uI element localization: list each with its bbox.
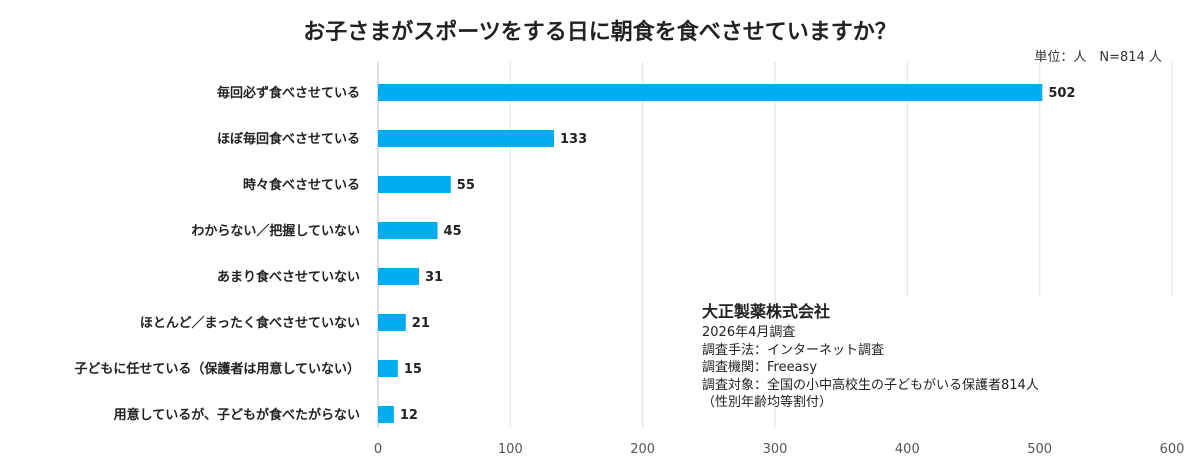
chart-title: お子さまがスポーツをする日に朝食を食べさせていますか？	[303, 20, 897, 45]
x-tick-label: 600	[1160, 442, 1185, 457]
category-label: 時々食べさせている	[243, 177, 360, 193]
x-tick-label: 400	[895, 442, 920, 457]
unit-note: 単位：人 N=814 人	[1034, 50, 1162, 65]
survey-company: 大正製薬株式会社	[702, 302, 831, 321]
survey-line: 調査機関：Freeasy	[702, 360, 818, 375]
value-label: 45	[444, 224, 462, 239]
x-tick-label: 200	[630, 442, 655, 457]
bar	[378, 84, 1043, 101]
category-label: 用意しているが、子どもが食べたがらない	[113, 407, 360, 423]
bars	[378, 84, 1043, 423]
category-label: ほぼ毎回食べさせている	[217, 131, 360, 147]
category-label: わからない／把握していない	[191, 223, 360, 239]
x-tick-label: 300	[763, 442, 788, 457]
value-label: 133	[560, 132, 587, 147]
survey-line: （性別年齢均等割付）	[702, 395, 833, 410]
x-tick-label: 100	[498, 442, 523, 457]
category-label: 毎回必ず食べさせている	[217, 85, 360, 101]
value-label: 502	[1048, 86, 1075, 101]
bar	[378, 176, 451, 193]
survey-line: 2026年4月調査	[702, 325, 796, 340]
value-label: 15	[404, 362, 422, 377]
category-label: 子どもに任せている（保護者は用意していない）	[74, 361, 360, 377]
labels: 0 100 200 300 400 500 600 毎回必ず食べさせている 502 ほぼ毎回食べさ…	[74, 85, 1184, 457]
bar	[378, 406, 394, 423]
value-label: 55	[457, 178, 475, 193]
bar	[378, 130, 555, 147]
value-label: 31	[425, 270, 443, 285]
bar	[378, 222, 438, 239]
survey-line: 調査対象：全国の小中高校生の子どもがいる保護者814人	[702, 377, 1039, 393]
survey-info: 大正製薬株式会社 2026年4月調査 調査手法：インターネット調査 調査機関：F…	[702, 302, 1039, 412]
category-label: あまり食べさせていない	[217, 269, 360, 285]
category-label: ほとんど／まったく食べさせていない	[140, 315, 360, 331]
x-tick-label: 500	[1027, 442, 1052, 457]
x-tick-label: 0	[374, 442, 382, 457]
bar	[378, 360, 398, 377]
survey-line: 調査手法：インターネット調査	[702, 342, 885, 358]
value-label: 12	[400, 408, 418, 423]
bar	[378, 268, 420, 285]
value-label: 21	[412, 316, 430, 331]
bar	[378, 314, 406, 331]
